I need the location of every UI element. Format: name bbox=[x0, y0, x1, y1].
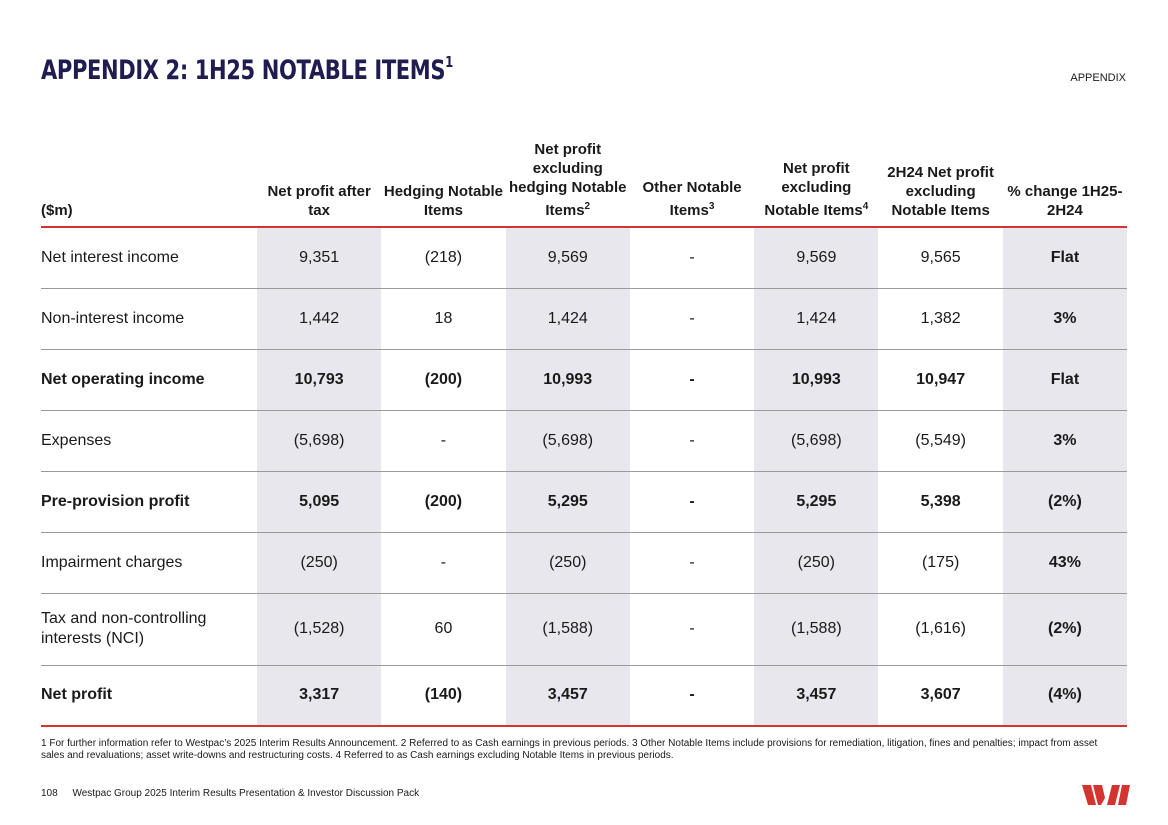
column-header: 2H24 Net profit excluding Notable Items bbox=[878, 140, 1003, 228]
column-header: % change 1H25-2H24 bbox=[1002, 140, 1128, 228]
page-title: APPENDIX 2: 1H25 NOTABLE ITEMS1 bbox=[41, 53, 453, 86]
row-label: Tax and non-controlling interests (NCI) bbox=[41, 593, 257, 666]
table-cell: 18 bbox=[381, 288, 506, 350]
table-cell: 3% bbox=[1002, 410, 1128, 472]
table-row: Impairment charges (250) - (250) - (250) (175)… bbox=[41, 532, 1128, 594]
table-cell: (5,698) bbox=[257, 410, 382, 472]
table-cell: (250) bbox=[505, 532, 630, 594]
table-cell: - bbox=[629, 410, 755, 472]
table-cell: - bbox=[629, 288, 755, 350]
table-cell: - bbox=[629, 349, 755, 411]
table-cell: 9,565 bbox=[878, 227, 1003, 289]
table-row: Net interest income 9,351 (218) 9,569-9,569… bbox=[41, 227, 1128, 289]
title-footnote-ref: 1 bbox=[445, 53, 453, 71]
table-cell: - bbox=[629, 227, 755, 289]
table-cell: (175) bbox=[878, 532, 1003, 594]
table-row: Net operating income 10,793 (200) 10,993-10… bbox=[41, 349, 1128, 411]
page-number: 108 bbox=[41, 788, 58, 799]
table-cell: - bbox=[381, 410, 506, 472]
table-cell: 10,947 bbox=[878, 349, 1003, 411]
table-cell: 3,457 bbox=[754, 665, 879, 727]
section-label: APPENDIX bbox=[1070, 72, 1126, 84]
table-cell: 9,569 bbox=[505, 227, 630, 289]
table-cell: (200) bbox=[381, 471, 506, 533]
table-cell: (1,588) bbox=[505, 593, 630, 666]
table-cell: 1,382 bbox=[878, 288, 1003, 350]
table-cell: 1,424 bbox=[505, 288, 630, 350]
table-cell: Flat bbox=[1002, 227, 1128, 289]
table-cell: 5,095 bbox=[257, 471, 382, 533]
table-cell: (1,616) bbox=[878, 593, 1003, 666]
table-cell: 5,295 bbox=[505, 471, 630, 533]
table-row: Net profit 3,317 (140) 3,457-3,457 3,607 (4%) bbox=[41, 665, 1128, 727]
table-cell: (5,698) bbox=[505, 410, 630, 472]
table-cell: 3,607 bbox=[878, 665, 1003, 727]
table-cell: 9,351 bbox=[257, 227, 382, 289]
table-cell: (2%) bbox=[1002, 471, 1128, 533]
table-cell: - bbox=[629, 471, 755, 533]
footnote: 1 For further information refer to Westp… bbox=[41, 738, 1098, 761]
column-header: Hedging Notable Items bbox=[381, 140, 506, 228]
table-cell: (1,588) bbox=[754, 593, 879, 666]
table-cell: (218) bbox=[381, 227, 506, 289]
row-label: Net operating income bbox=[41, 349, 257, 411]
document-title: Westpac Group 2025 Interim Results Prese… bbox=[72, 788, 420, 799]
table-row: Expenses (5,698) - (5,698) - (5,698) (5,549) 3% bbox=[41, 410, 1128, 472]
table-cell: - bbox=[629, 593, 755, 666]
column-header: Net profit excluding Notable Items4 bbox=[754, 140, 879, 228]
table-cell: 3,317 bbox=[257, 665, 382, 727]
table-cell: (4%) bbox=[1002, 665, 1128, 727]
table-row: Non-interest income 1,442 18 1,424-1,424 1,3… bbox=[41, 288, 1128, 350]
table-cell: 10,993 bbox=[754, 349, 879, 411]
table-header-row: ($m) Net profit after tax Hedging Notabl… bbox=[41, 140, 1128, 228]
table-cell: 5,295 bbox=[754, 471, 879, 533]
table-cell: 9,569 bbox=[754, 227, 879, 289]
table-cell: - bbox=[381, 532, 506, 594]
table-cell: 43% bbox=[1002, 532, 1128, 594]
column-header: Net profit excluding hedging Notable Ite… bbox=[505, 140, 630, 228]
table-row: Tax and non-controlling interests (NCI)(… bbox=[41, 593, 1128, 666]
table-cell: 60 bbox=[381, 593, 506, 666]
row-label: Net profit bbox=[41, 665, 257, 727]
table-row: Pre-provision profit 5,095 (200) 5,295-5,29… bbox=[41, 471, 1128, 533]
table-cell: 10,993 bbox=[505, 349, 630, 411]
table-cell: (2%) bbox=[1002, 593, 1128, 666]
table-cell: 1,424 bbox=[754, 288, 879, 350]
table-cell: (250) bbox=[257, 532, 382, 594]
table-cell: - bbox=[629, 532, 755, 594]
table-cell: 3% bbox=[1002, 288, 1128, 350]
table-cell: 3,457 bbox=[505, 665, 630, 727]
table-cell: Flat bbox=[1002, 349, 1128, 411]
page-footer: 108 Westpac Group 2025 Interim Results P… bbox=[41, 788, 419, 799]
row-label: Pre-provision profit bbox=[41, 471, 257, 533]
column-header: ($m) bbox=[41, 140, 257, 228]
table-cell: (5,698) bbox=[754, 410, 879, 472]
notable-items-table: ($m) Net profit after tax Hedging Notabl… bbox=[41, 140, 1128, 727]
table-cell: 1,442 bbox=[257, 288, 382, 350]
row-label: Expenses bbox=[41, 410, 257, 472]
table-cell: 10,793 bbox=[257, 349, 382, 411]
table-cell: 5,398 bbox=[878, 471, 1003, 533]
table-cell: (200) bbox=[381, 349, 506, 411]
westpac-logo-icon bbox=[1082, 785, 1130, 805]
table-cell: (1,528) bbox=[257, 593, 382, 666]
table-cell: (5,549) bbox=[878, 410, 1003, 472]
column-header: Net profit after tax bbox=[257, 140, 382, 228]
row-label: Net interest income bbox=[41, 227, 257, 289]
table-cell: (250) bbox=[754, 532, 879, 594]
table-cell: (140) bbox=[381, 665, 506, 727]
table-cell: - bbox=[629, 665, 755, 727]
row-label: Impairment charges bbox=[41, 532, 257, 594]
row-label: Non-interest income bbox=[41, 288, 257, 350]
column-header: Other Notable Items3 bbox=[629, 140, 755, 228]
